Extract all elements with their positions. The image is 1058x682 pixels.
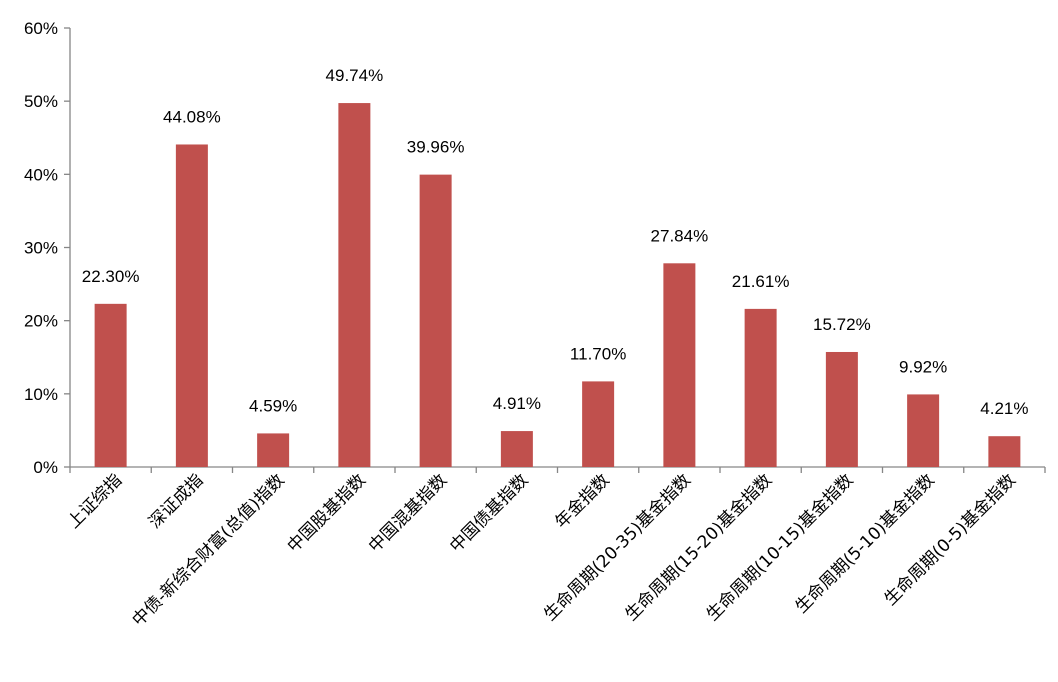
bar (338, 103, 371, 467)
x-tick-label: 上证综指 (64, 470, 126, 532)
data-label: 39.96% (407, 138, 465, 157)
y-tick-label: 50% (24, 92, 58, 111)
data-label: 21.61% (732, 272, 790, 291)
bar (94, 303, 127, 467)
x-tick-label: 年金指数 (551, 470, 613, 532)
bar (825, 351, 858, 467)
data-label: 49.74% (326, 66, 384, 85)
y-tick-label: 20% (24, 312, 58, 331)
data-label: 4.91% (493, 394, 541, 413)
data-label: 27.84% (651, 226, 709, 245)
y-tick-label: 30% (24, 239, 58, 258)
bar (744, 308, 777, 467)
x-tick-label: 中国混基指数 (365, 470, 451, 556)
bar (500, 431, 533, 467)
data-label: 11.70% (570, 344, 626, 363)
bar (582, 381, 615, 467)
bar (257, 433, 290, 467)
bar (907, 394, 940, 467)
bar (663, 263, 696, 467)
x-tick-label: 生命周期(10-15)基金指数 (703, 470, 858, 625)
x-axis (69, 466, 1046, 473)
x-tick-label: 中国股基指数 (284, 470, 370, 556)
y-tick-label: 40% (24, 165, 58, 184)
data-label: 9.92% (899, 357, 947, 376)
category-labels: 上证综指 深证成指中债-新综合财富(总值)指数中国股基指数中国混基指数中国债基指数… (64, 470, 1020, 630)
bar (175, 144, 208, 468)
bars (94, 103, 1021, 468)
x-tick-label: 生命周期(15-20)基金指数 (622, 470, 777, 625)
x-tick-label: 生命周期(5-10)基金指数 (792, 470, 939, 617)
x-tick-label: 中国债基指数 (446, 470, 532, 556)
x-tick-label: 深证成指 (145, 470, 207, 532)
y-tick-label: 60% (24, 19, 58, 38)
x-tick-label: 中债-新综合财富(总值)指数 (129, 470, 289, 630)
bar (419, 174, 452, 467)
y-axis: 0% 10% 20% 30% 40% 50% 60% (24, 19, 71, 477)
value-labels: 22.30% 44.08% 4.59% 49.74% 39.96% 4.91% 11.70%… (82, 66, 1029, 418)
data-label: 15.72% (813, 315, 871, 334)
bar (988, 436, 1021, 467)
data-label: 4.21% (980, 399, 1028, 418)
data-label: 44.08% (163, 107, 221, 126)
data-label: 22.30% (82, 267, 140, 286)
x-tick-label: 生命周期(20-35)基金指数 (540, 470, 695, 625)
y-tick-label: 10% (24, 385, 58, 404)
y-tick-label: 0% (33, 458, 58, 477)
x-tick-label: 生命周期(0-5)基金指数 (881, 470, 1020, 609)
data-label: 4.59% (249, 396, 297, 415)
